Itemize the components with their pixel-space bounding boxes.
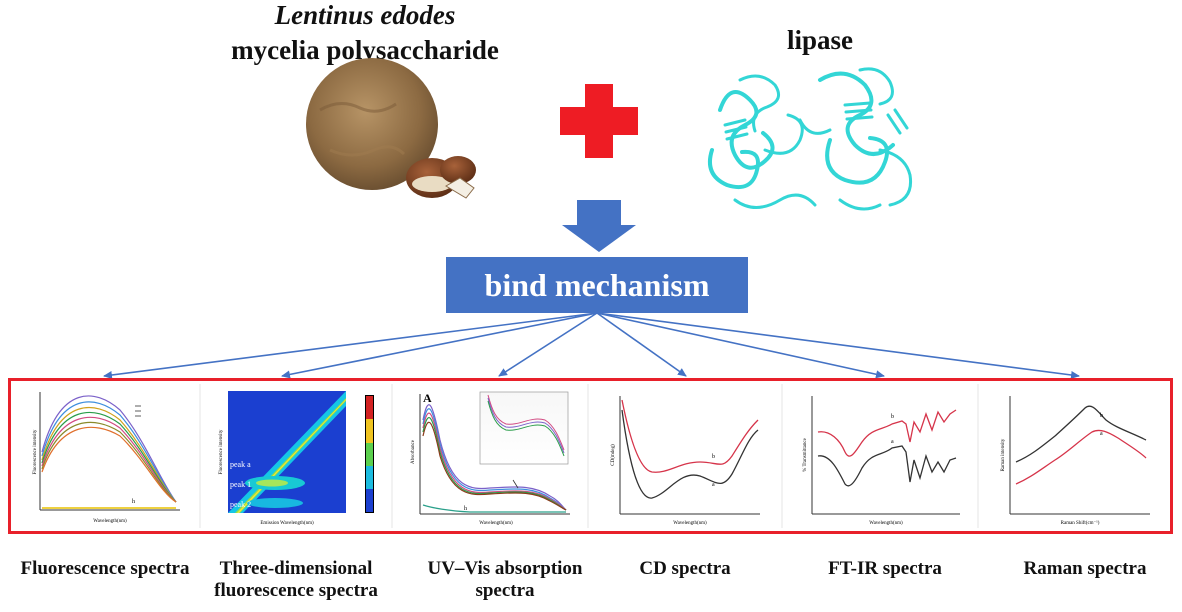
uv-vis-xlabel: Wavelength(nm) xyxy=(479,521,513,526)
spectra-panel-frame xyxy=(8,378,1173,534)
uv-vis-panel-letter: A xyxy=(423,391,432,405)
cd-spectra-label: CD spectra xyxy=(639,558,731,579)
polysaccharide-species-name: Lentinus edodes xyxy=(274,0,456,30)
lipase-protein-structure-image xyxy=(707,67,913,211)
peak-a-label: peak a xyxy=(230,460,251,469)
connector-arrows xyxy=(103,312,1080,379)
ftir-spectra-plot xyxy=(811,396,960,515)
raman-spectra-label: Raman spectra xyxy=(1023,558,1147,579)
fluorescence-spectra-plot xyxy=(39,392,180,511)
raman-label-a: a xyxy=(1100,431,1103,437)
peak-1-label: peak 1 xyxy=(230,480,251,489)
three-d-ylabel: Fluorescence intensity xyxy=(219,429,224,474)
ftir-ylabel: % Transmittance xyxy=(803,437,808,472)
polysaccharide-powder-image xyxy=(306,58,438,190)
panel-dividers xyxy=(199,384,979,528)
fluorescence-curve-label: h xyxy=(132,499,135,505)
ftir-spectra-label: FT-IR spectra xyxy=(828,558,942,579)
cd-spectra-plot xyxy=(619,396,760,515)
cd-label-b: b xyxy=(712,454,715,460)
fluorescence-xlabel: Wavelength(nm) xyxy=(93,519,127,524)
peak-2-label: peak 2 xyxy=(230,500,251,509)
ftir-label-b: b xyxy=(891,414,894,420)
cd-ylabel: CD(mdeg) xyxy=(611,444,616,466)
plus-icon xyxy=(560,84,638,158)
down-arrow-icon xyxy=(562,200,636,252)
raman-spectra-plot xyxy=(1009,396,1150,515)
ftir-label-a: a xyxy=(891,439,894,445)
raman-xlabel: Raman Shift(cm⁻¹) xyxy=(1061,520,1100,526)
uv-vis-label: UV–Vis absorption spectra xyxy=(427,558,583,601)
fluorescence-ylabel: Fluorescence intensity xyxy=(33,429,38,474)
three-d-xlabel: Emission Wavelength(nm) xyxy=(260,521,314,526)
uv-vis-curve-label: h xyxy=(464,506,467,512)
three-d-fluorescence-plot xyxy=(228,391,374,513)
ftir-xlabel: Wavelength(nm) xyxy=(869,521,903,526)
three-d-fluorescence-label: Three-dimensional fluorescence spectra xyxy=(214,558,378,601)
lipase-title: lipase xyxy=(786,25,853,55)
cd-xlabel: Wavelength(nm) xyxy=(673,521,707,526)
raman-ylabel: Raman intensity xyxy=(1001,438,1006,471)
cd-label-a: a xyxy=(712,482,715,488)
shiitake-mushroom-image xyxy=(406,156,476,199)
fluorescence-spectra-label: Fluorescence spectra xyxy=(20,558,190,579)
raman-label-b: b xyxy=(1100,413,1103,419)
uv-vis-absorption-plot xyxy=(419,391,570,515)
uv-vis-ylabel: Absorbance xyxy=(411,439,416,464)
bind-mechanism-box: bind mechanism xyxy=(446,257,748,313)
